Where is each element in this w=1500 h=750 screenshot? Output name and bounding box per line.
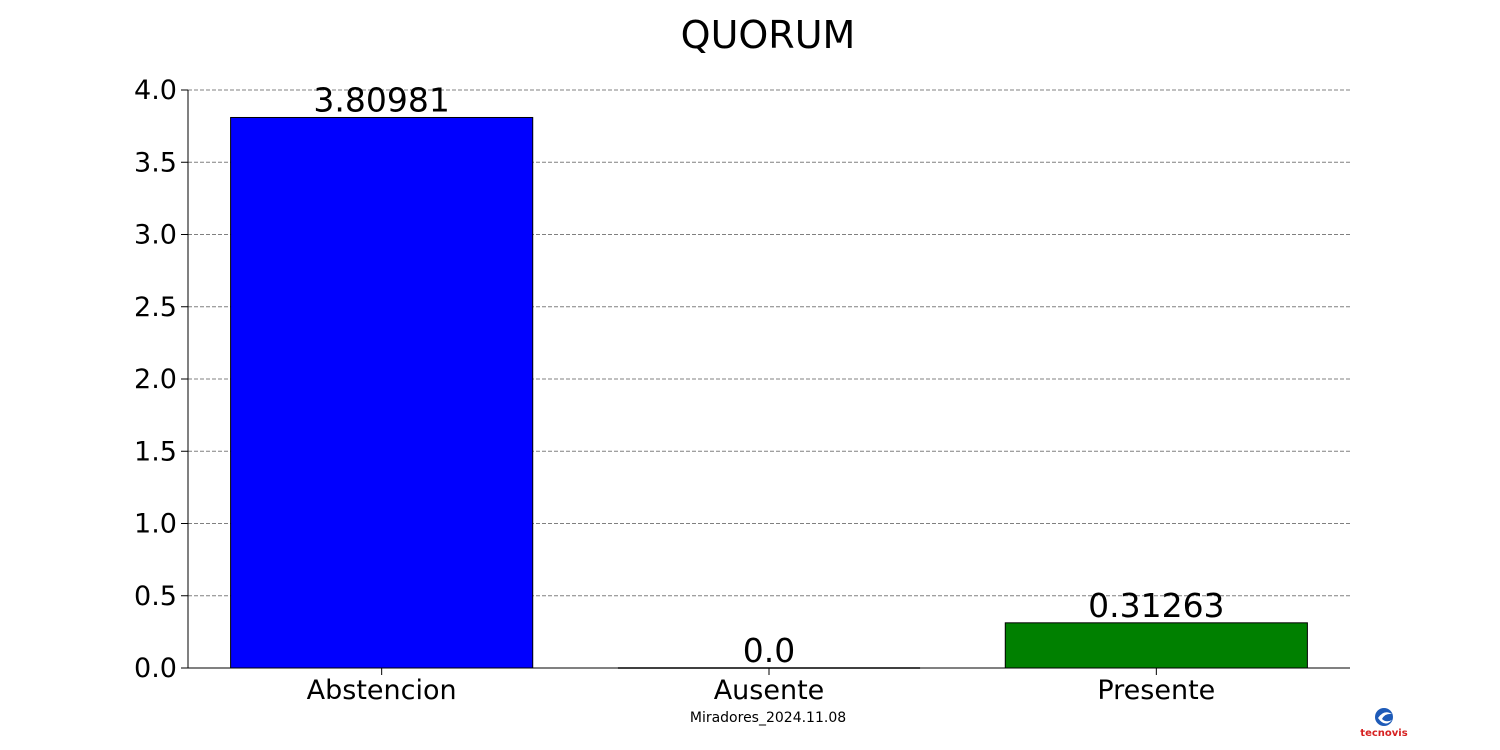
y-tick-label: 2.5: [134, 292, 177, 323]
value-label: 0.0: [743, 631, 795, 670]
tecnovis-logo: tecnovis: [1360, 708, 1408, 739]
bar-abstencion: [230, 116, 534, 669]
y-tick-label: 0.5: [134, 581, 177, 612]
value-label: 3.80981: [313, 80, 449, 119]
logo-globe-icon: [1375, 708, 1393, 726]
y-tick-label: 3.5: [134, 147, 177, 178]
x-ticks: Abstencion Ausente Presente: [307, 668, 1215, 706]
y-tick-label: 3.0: [134, 220, 177, 251]
y-tick-label: 1.0: [134, 509, 177, 540]
y-ticks: 0.0 0.5 1.0 1.5 2.0 2.5 3.0 3.5 4.0: [134, 75, 188, 684]
y-tick-label: 1.5: [134, 436, 177, 467]
logo-swoosh-icon: [1378, 712, 1392, 724]
value-labels: 3.80981 0.0 0.31263: [313, 80, 1224, 670]
y-tick-label: 4.0: [134, 75, 177, 106]
y-tick-label: 2.0: [134, 364, 177, 395]
x-tick-label: Ausente: [714, 675, 825, 706]
logo-text: tecnovis: [1360, 728, 1407, 739]
bar-presente: [1004, 622, 1308, 669]
x-tick-label: Presente: [1097, 675, 1215, 706]
value-label: 0.31263: [1088, 586, 1224, 625]
bars: [230, 116, 1308, 669]
x-tick-label: Abstencion: [307, 675, 457, 706]
y-tick-label: 0.0: [134, 653, 177, 684]
x-axis-caption: Miradores_2024.11.08: [690, 710, 846, 726]
chart-title: QUORUM: [681, 13, 856, 57]
